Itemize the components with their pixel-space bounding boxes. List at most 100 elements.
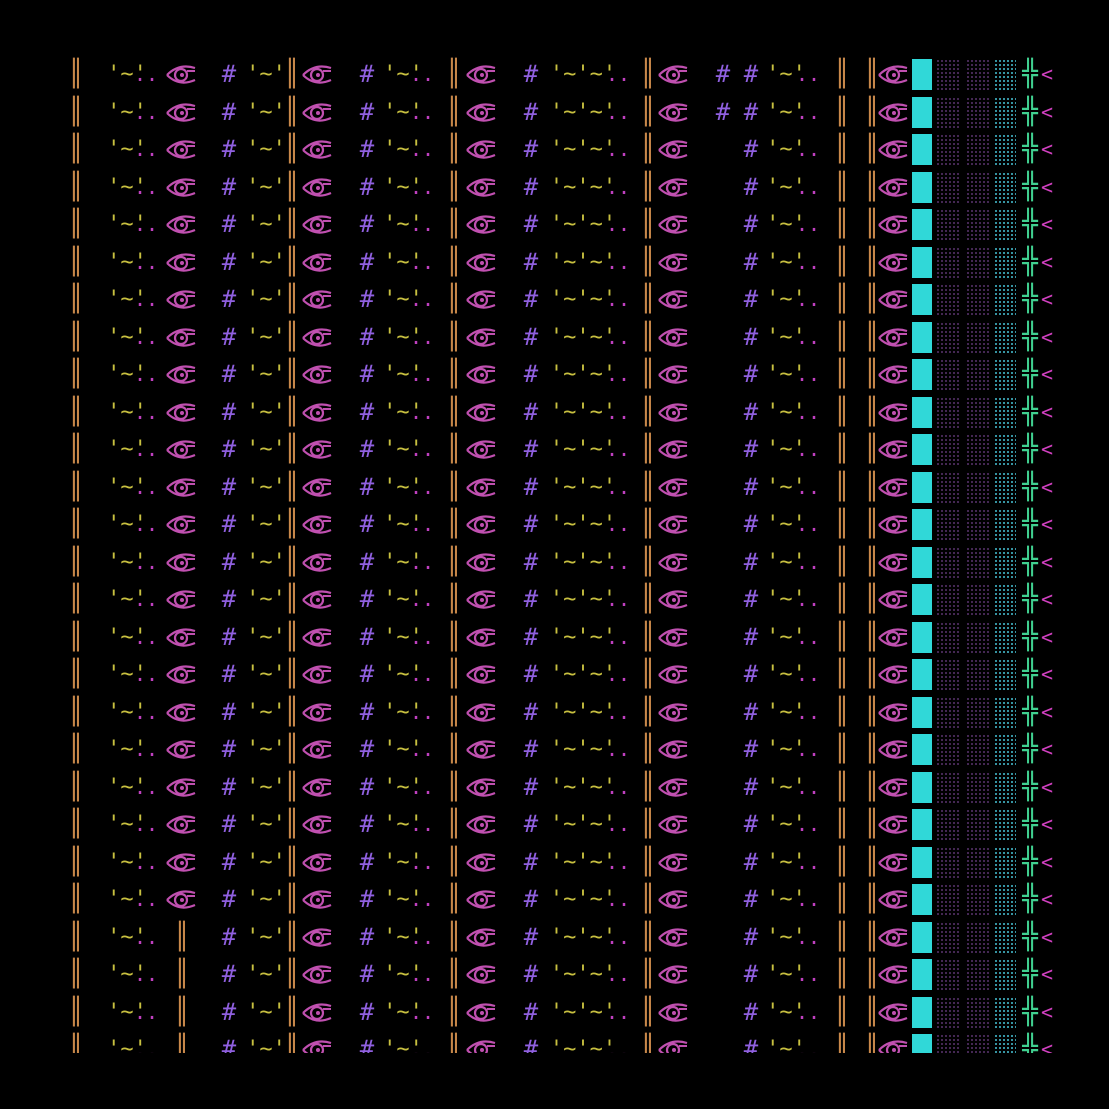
wall-tile: ║ xyxy=(446,209,462,239)
water-tile xyxy=(912,809,932,840)
wall-tile: ║ xyxy=(446,659,462,689)
dirt-tile: .. xyxy=(796,999,821,1024)
wall-tile: ║ xyxy=(68,471,84,502)
wall-tile: ║ xyxy=(834,846,850,877)
wall-tile: ║ xyxy=(834,59,850,89)
grass-tile: '~'~' xyxy=(549,437,617,462)
eye-monster-icon xyxy=(876,206,910,244)
hash-tile: # xyxy=(743,810,759,838)
eye-monster-icon xyxy=(656,544,690,582)
dirt-tile: .. xyxy=(134,174,159,199)
wall-tile: ║ xyxy=(284,696,300,727)
grass-tile: '~'~' xyxy=(549,887,617,912)
eye-monster-icon xyxy=(164,881,198,919)
dirt-tile: .. xyxy=(410,999,435,1024)
dirt-tile: .. xyxy=(606,1037,631,1053)
wall-tile: ║ xyxy=(864,621,880,652)
dirt-tile: .. xyxy=(134,512,159,536)
hash-tile: # xyxy=(523,772,539,801)
wall-tile: ║ xyxy=(864,509,880,539)
hash-tile: # xyxy=(523,810,539,838)
grass-tile: '~' xyxy=(383,624,423,650)
dirt-tile: .. xyxy=(410,62,435,86)
hash-tile: # xyxy=(523,360,539,388)
wall-tile: ║ xyxy=(864,809,880,839)
eye-monster-icon xyxy=(656,244,690,282)
wall-tile: ║ xyxy=(864,134,880,164)
wall-tile: ║ xyxy=(834,659,850,689)
hash-tile: # xyxy=(523,847,539,876)
water-edge-tile xyxy=(994,321,1016,353)
dirt-tile: .. xyxy=(410,512,435,536)
grass-tile: '~' xyxy=(107,174,147,200)
wall-tile: ║ xyxy=(640,284,656,314)
wall-tile: ║ xyxy=(446,359,462,389)
arrow-tile: < xyxy=(1040,999,1054,1024)
wall-tile: ║ xyxy=(864,246,880,277)
eye-monster-icon xyxy=(464,356,498,394)
dirt-tile: .. xyxy=(134,737,159,761)
eye-monster-icon xyxy=(464,94,498,132)
eye-monster-icon xyxy=(464,656,498,694)
eye-monster-icon xyxy=(164,656,198,694)
wall-tile: ║ xyxy=(640,809,656,839)
arrow-tile: < xyxy=(1040,137,1054,161)
eye-monster-icon xyxy=(300,956,334,994)
dirt-tile: .. xyxy=(606,774,631,799)
dirt-tile: .. xyxy=(410,437,435,461)
wall-tile: ║ xyxy=(284,546,300,577)
grass-tile: '~' xyxy=(383,924,423,950)
dirt-tile: .. xyxy=(134,137,159,161)
grass-tile: '~' xyxy=(383,62,423,87)
hash-tile: # xyxy=(359,510,375,538)
wall-tile: ║ xyxy=(864,59,880,89)
water-edge-tile xyxy=(994,171,1016,203)
eye-monster-icon xyxy=(300,694,334,732)
wall-tile: ║ xyxy=(834,546,850,577)
water-tile xyxy=(912,659,932,690)
shadow-tile xyxy=(936,209,960,240)
map-row: ║ '~'.. # '~' ║ # '~'.. ║ # '~'~'.. ║ # '~'.. ║ ║ ╬ < xyxy=(68,356,1056,394)
eye-monster-icon xyxy=(656,394,690,432)
dirt-tile: .. xyxy=(796,62,821,86)
dirt-tile: .. xyxy=(410,1037,435,1053)
wall-tile: ║ xyxy=(640,509,656,539)
grass-tile: '~' xyxy=(766,587,806,612)
hash-tile: # xyxy=(221,172,237,201)
hash-tile: # xyxy=(359,697,375,726)
arrow-tile: < xyxy=(1040,924,1054,949)
dirt-tile: .. xyxy=(796,662,821,686)
eye-monster-icon xyxy=(164,431,198,469)
grass-tile: '~' xyxy=(766,324,806,350)
wall-tile: ║ xyxy=(864,921,880,952)
grass-tile: '~' xyxy=(383,812,423,837)
hash-tile: # xyxy=(359,660,375,688)
hash-tile: # xyxy=(743,997,759,1026)
wall-tile: ║ xyxy=(68,659,84,689)
hash-tile: # xyxy=(221,547,237,576)
dirt-tile: .. xyxy=(410,137,435,161)
grass-tile: '~' xyxy=(383,437,423,462)
dirt-tile: .. xyxy=(410,699,435,724)
wall-tile: ║ xyxy=(284,209,300,239)
water-edge-tile xyxy=(994,959,1016,990)
eye-monster-icon xyxy=(656,619,690,657)
shadow-tile xyxy=(936,134,960,165)
hash-tile: # xyxy=(221,772,237,801)
wall-tile: ║ xyxy=(446,59,462,89)
grass-tile: '~' xyxy=(107,249,147,275)
water-edge-tile xyxy=(994,621,1016,653)
grass-tile: '~' xyxy=(246,849,286,875)
grass-tile: '~' xyxy=(107,62,147,87)
water-edge-tile xyxy=(994,134,1016,165)
grass-tile: '~' xyxy=(246,399,286,425)
grass-tile: '~' xyxy=(107,362,147,387)
wall-tile: ║ xyxy=(68,959,84,989)
wall-tile: ║ xyxy=(446,696,462,727)
grass-tile: '~' xyxy=(107,212,147,237)
wall-tile: ║ xyxy=(446,396,462,427)
wall-tile: ║ xyxy=(834,1034,850,1053)
wall-tile: ║ xyxy=(834,96,850,127)
dirt-tile: .. xyxy=(410,774,435,799)
hash-tile: # xyxy=(221,397,237,426)
